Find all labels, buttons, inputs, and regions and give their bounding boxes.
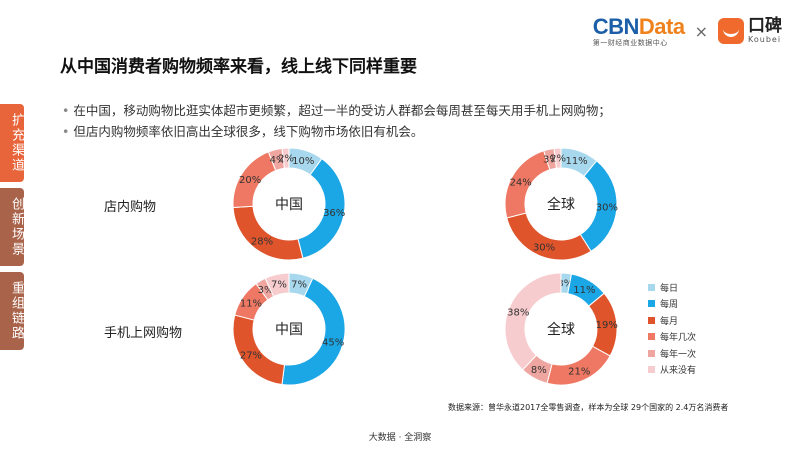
donut-center-label: 全球 <box>547 196 575 213</box>
legend-label: 从来没有 <box>660 366 697 377</box>
legend-item-once-year: 每年一次 <box>648 345 696 362</box>
side-tab-restructure-links[interactable]: 重组链路 <box>0 272 24 350</box>
slice-data-label: 3% <box>557 279 573 290</box>
slice-data-label: 2% <box>550 154 566 165</box>
slice-data-label: 27% <box>240 350 262 361</box>
row-label-mobile: 手机上网购物 <box>104 326 183 341</box>
donut-center-label: 全球 <box>547 321 575 338</box>
legend-label: 每年一次 <box>660 349 697 360</box>
legend-item-daily: 每日 <box>648 279 696 296</box>
slice-data-label: 3% <box>543 155 559 166</box>
row-label-in-store: 店内购物 <box>104 200 157 215</box>
brand-logos: CBNData 第一财经商业数据中心 × 口碑 Koubei <box>593 14 782 48</box>
legend-swatch <box>648 349 655 357</box>
data-text: Data <box>638 13 685 39</box>
legend-label: 每周 <box>660 300 679 311</box>
legend-label: 每年几次 <box>660 333 697 344</box>
legend-swatch <box>648 316 655 324</box>
donut-center-label: 中国 <box>275 197 303 213</box>
slice-data-label: 36% <box>323 208 345 219</box>
bullet-item: 在中国，移动购物比逛实体超市更频繁，超过一半的受访人群都会每周甚至每天用手机上网… <box>62 100 611 121</box>
slice-never <box>264 272 290 298</box>
slice-data-label: 19% <box>596 320 618 331</box>
slice-never <box>553 147 562 169</box>
slice-several-year <box>546 345 611 386</box>
donut-center-label: 中国 <box>275 322 303 338</box>
side-tabs: 扩充渠道 创新场景 重组链路 <box>0 104 24 356</box>
times-sign: × <box>694 21 708 41</box>
legend-swatch <box>648 300 655 308</box>
legend-item-several-year: 每年几次 <box>648 329 696 346</box>
koubei-name-en: Koubei <box>748 35 782 44</box>
chart-legend: 每日每周每月每年几次每年一次从来没有 <box>648 279 696 378</box>
slice-data-label: 24% <box>510 177 532 188</box>
slice-data-label: 2% <box>278 154 294 165</box>
slice-data-label: 28% <box>251 237 273 248</box>
slice-data-label: 4% <box>270 155 286 166</box>
slice-never <box>504 272 562 371</box>
slice-data-label: 7% <box>271 280 287 291</box>
footer-text: 大数据 · 全洞察 <box>368 433 432 443</box>
data-source-note: 数据来源：曾华永道2017全零售调查，样本为全球 29个国家的 2.4万名消费者 <box>448 403 729 412</box>
legend-label: 每月 <box>660 316 679 327</box>
slice-weekly <box>281 277 346 386</box>
slice-data-label: 45% <box>322 337 344 348</box>
koubei-icon <box>718 18 744 44</box>
slice-data-label: 21% <box>568 367 590 378</box>
slice-data-label: 7% <box>291 280 307 291</box>
legend-swatch <box>648 283 655 291</box>
legend-item-weekly: 每周 <box>648 296 696 313</box>
legend-item-never: 从来没有 <box>648 362 696 379</box>
slice-never <box>281 147 290 169</box>
page-title: 从中国消费者购物频率来看，线上线下同样重要 <box>60 57 417 77</box>
slice-data-label: 11% <box>565 156 587 167</box>
bullet-list: 在中国，移动购物比逛实体超市更频繁，超过一半的受访人群都会每周甚至每天用手机上网… <box>62 100 611 142</box>
legend-label: 每日 <box>660 283 679 294</box>
slice-data-label: 30% <box>533 242 555 253</box>
slice-data-label: 11% <box>240 299 262 310</box>
cbn-text: CBN <box>592 13 640 39</box>
slice-data-label: 10% <box>292 156 314 167</box>
cbndata-subtitle: 第一财经商业数据中心 <box>592 38 668 47</box>
koubei-name: 口碑 <box>748 16 782 36</box>
legend-swatch <box>648 333 655 341</box>
slice-data-label: 8% <box>531 365 547 376</box>
side-tab-expand-channels[interactable]: 扩充渠道 <box>0 104 24 182</box>
slice-data-label: 38% <box>507 308 529 319</box>
slice-data-label: 20% <box>239 175 261 186</box>
slice-data-label: 11% <box>573 285 595 296</box>
koubei-logo: 口碑 Koubei <box>718 18 782 44</box>
legend-item-monthly: 每月 <box>648 312 696 329</box>
slice-data-label: 3% <box>258 285 274 296</box>
legend-swatch <box>648 366 655 374</box>
slice-monthly <box>232 205 304 261</box>
slice-data-label: 30% <box>596 202 618 213</box>
cbndata-logo: CBNData 第一财经商业数据中心 <box>592 13 685 47</box>
side-tab-innovate-scenes[interactable]: 创新场景 <box>0 188 24 266</box>
bullet-item: 但店内购物频率依旧高出全球很多，线下购物市场依旧有机会。 <box>62 121 611 142</box>
